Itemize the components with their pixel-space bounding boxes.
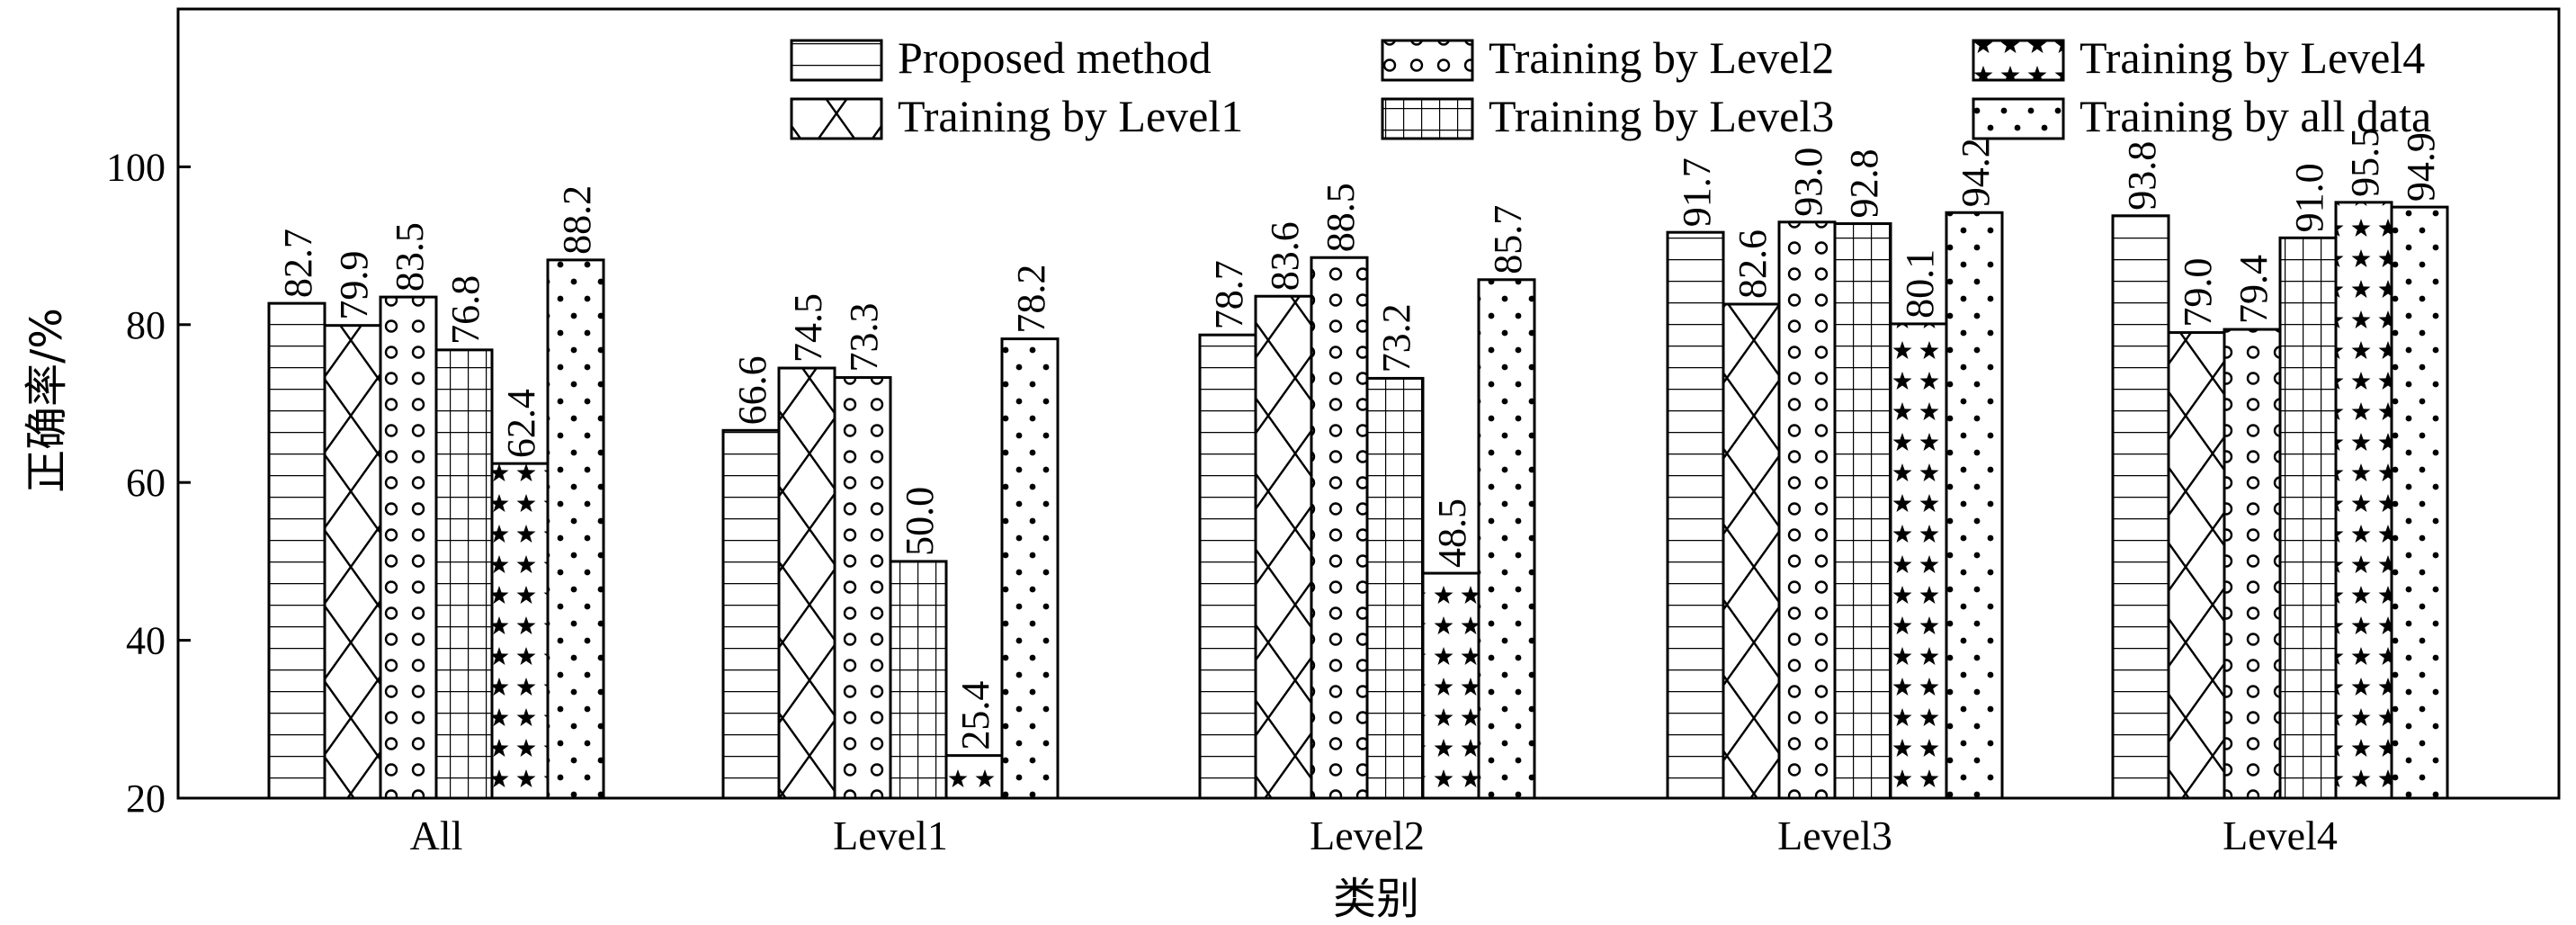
- bar-value-label-3-0: 91.7: [1675, 157, 1719, 227]
- bar-1-0: [721, 428, 781, 800]
- bar-1-4: [944, 754, 1004, 800]
- bar-value-label-1-1: 74.5: [786, 293, 830, 363]
- bar-value-label-3-4: 80.1: [1898, 249, 1942, 319]
- bar-0-4: [490, 462, 550, 800]
- legend-label-1: Training by Level1: [898, 91, 1243, 141]
- bar-0-1: [323, 324, 382, 800]
- bar-1-3: [889, 560, 948, 800]
- bar-4-1: [2167, 331, 2226, 800]
- bar-value-label-3-3: 92.8: [1842, 149, 1886, 219]
- x-tick-label-2: Level2: [1310, 813, 1425, 858]
- bar-value-label-2-5: 85.7: [1486, 205, 1530, 274]
- legend-label-3: Training by Level3: [1489, 91, 1834, 141]
- bar-value-label-2-4: 48.5: [1430, 498, 1474, 568]
- bar-0-2: [379, 295, 438, 800]
- legend-swatch-3: [1381, 97, 1474, 140]
- bar-value-label-1-5: 78.2: [1009, 265, 1053, 334]
- bar-1-1: [777, 366, 836, 800]
- bar-value-label-4-3: 91.0: [2287, 163, 2331, 232]
- bar-value-label-4-1: 79.0: [2176, 258, 2220, 328]
- bar-value-label-3-1: 82.6: [1731, 229, 1775, 299]
- legend-swatch-2: [1381, 39, 1474, 82]
- y-tick-label-4: 100: [106, 145, 165, 189]
- bar-value-label-1-3: 50.0: [898, 487, 942, 556]
- x-tick-label-1: Level1: [833, 813, 948, 858]
- bar-3-4: [1889, 322, 1948, 800]
- bar-3-0: [1666, 230, 1725, 800]
- bar-4-0: [2111, 214, 2170, 800]
- bar-value-label-0-2: 83.5: [388, 222, 432, 292]
- legend-swatch-5: [1972, 97, 2065, 140]
- bar-1-2: [833, 376, 892, 800]
- bar-3-2: [1777, 220, 1837, 800]
- legend: Proposed method Training by Level1 Trainin…: [790, 32, 2431, 141]
- bar-value-label-3-2: 93.0: [1786, 148, 1830, 217]
- bar-0-5: [546, 258, 605, 800]
- bar-2-5: [1477, 278, 1536, 800]
- bar-value-label-2-3: 73.2: [1374, 303, 1418, 373]
- y-axis-title: 正确率/%: [22, 308, 72, 493]
- bar-value-label-4-5: 94.9: [2399, 132, 2443, 202]
- legend-label-2: Training by Level2: [1489, 32, 1834, 83]
- x-axis: All Level1 Level2 Level3 Level4: [410, 786, 2338, 858]
- bar-4-4: [2334, 201, 2393, 800]
- bar-4-3: [2278, 236, 2338, 800]
- bar-value-label-4-0: 93.8: [2120, 141, 2164, 211]
- bar-value-label-0-0: 82.7: [276, 229, 320, 298]
- y-tick-label-2: 60: [126, 461, 165, 505]
- bar-value-label-4-4: 95.5: [2343, 128, 2387, 197]
- bar-2-3: [1365, 376, 1425, 800]
- legend-label-5: Training by all data: [2080, 91, 2431, 141]
- bars: [267, 201, 2449, 800]
- x-tick-label-0: All: [410, 813, 463, 858]
- legend-swatch-4: [1972, 39, 2065, 82]
- bar-4-2: [2223, 328, 2282, 800]
- y-tick-label-0: 20: [126, 777, 165, 821]
- bar-value-label-1-2: 73.3: [842, 303, 886, 373]
- bar-3-3: [1833, 222, 1892, 800]
- bar-value-label-0-5: 88.2: [555, 185, 599, 255]
- x-axis-title: 类别: [1333, 874, 1419, 924]
- bar-value-label-2-2: 88.5: [1319, 183, 1363, 252]
- bar-1-5: [1000, 337, 1060, 800]
- bar-0-3: [434, 348, 494, 800]
- bar-2-4: [1421, 571, 1480, 800]
- bar-4-5: [2390, 205, 2449, 800]
- legend-swatch-1: [790, 97, 883, 140]
- legend-label-0: Proposed method: [898, 32, 1212, 83]
- y-tick-label-1: 40: [126, 619, 165, 663]
- y-tick-label-3: 80: [126, 303, 165, 347]
- bar-value-label-3-5: 94.2: [1954, 138, 1998, 207]
- value-labels: 82.7 79.9 83.576.8 62.4 88.2 66.6 74.5 73.3 50.0…: [276, 128, 2443, 750]
- bar-value-label-4-2: 79.4: [2232, 255, 2276, 324]
- x-tick-label-3: Level3: [1777, 813, 1892, 858]
- legend-label-4: Training by Level4: [2080, 32, 2425, 83]
- bar-2-0: [1198, 333, 1257, 800]
- bar-value-label-0-1: 79.9: [332, 251, 376, 320]
- x-tick-label-4: Level4: [2223, 813, 2338, 858]
- bar-value-label-2-1: 83.6: [1263, 221, 1307, 291]
- legend-swatch-0: [790, 39, 883, 82]
- bar-value-label-1-4: 25.4: [953, 681, 997, 750]
- bar-value-label-0-4: 62.4: [499, 389, 543, 458]
- bar-2-2: [1310, 256, 1369, 800]
- bar-0-0: [267, 301, 326, 800]
- bar-value-label-0-3: 76.8: [443, 275, 487, 345]
- bar-2-1: [1254, 294, 1313, 800]
- y-axis: 20 40 60 80 100: [106, 145, 191, 821]
- bar-value-label-1-0: 66.6: [730, 355, 774, 425]
- bar-3-5: [1945, 211, 2004, 800]
- bar-value-label-2-0: 78.7: [1207, 260, 1251, 329]
- bar-3-1: [1722, 302, 1781, 800]
